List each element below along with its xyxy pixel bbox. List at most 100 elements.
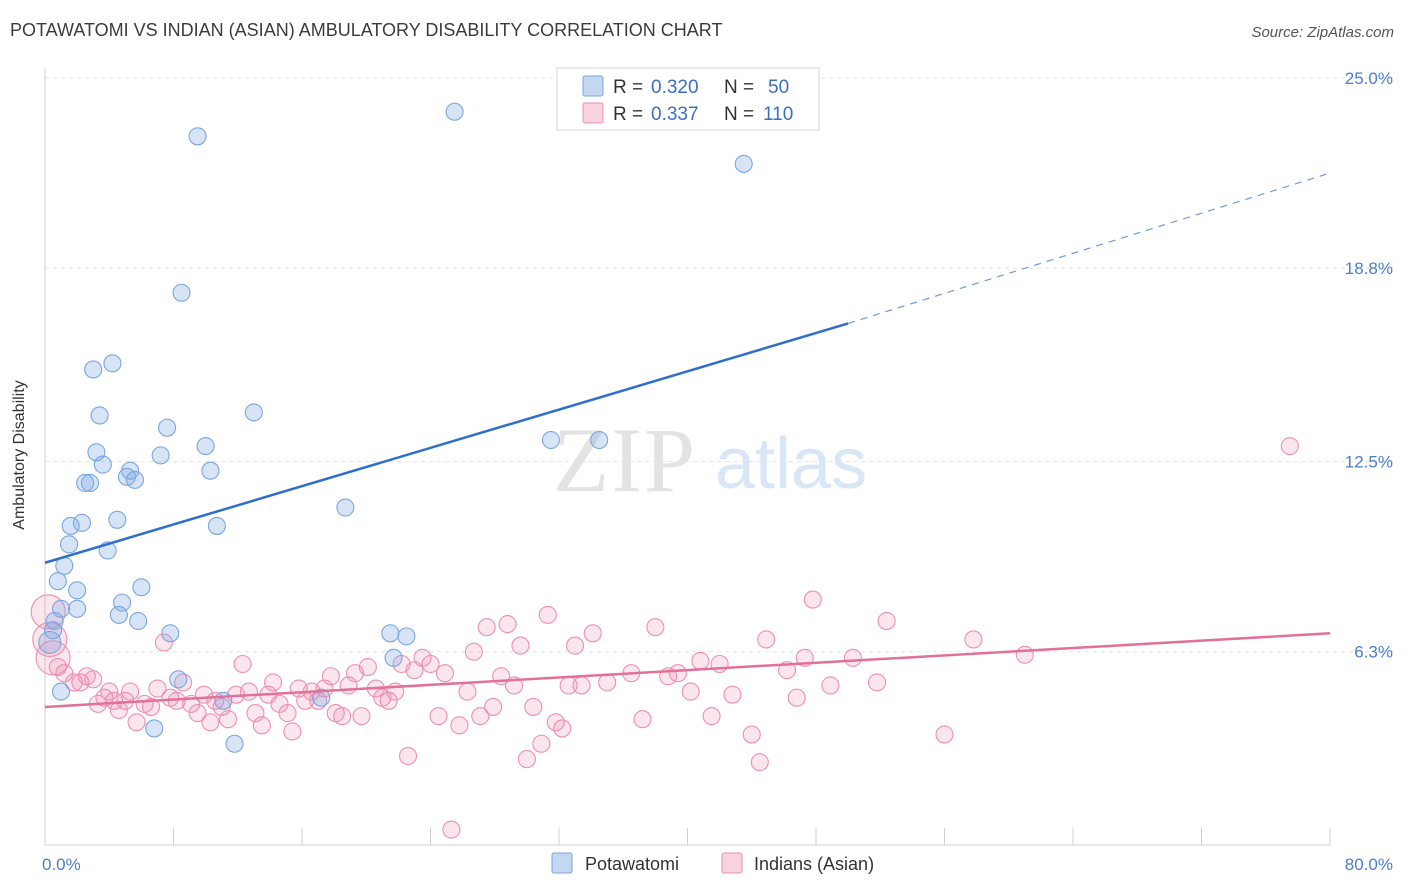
indians-asian-point: [553, 719, 572, 738]
trend-lines: [44, 172, 1331, 709]
legend-swatch-potawatomi: [582, 75, 604, 97]
legend-top: R = 0.320 N = 50 R = 0.337 N = 110: [556, 67, 820, 131]
potawatomi-point: [61, 516, 80, 535]
potawatomi-point: [52, 599, 71, 618]
legend-n-value: 50: [768, 77, 789, 98]
potawatomi-point: [397, 627, 416, 646]
indians-asian-trend-line: [44, 632, 1331, 709]
legend-r-label: R =: [613, 104, 643, 125]
y-tick-label-3: 25.0%: [1345, 69, 1393, 88]
indians-asian-point: [867, 673, 887, 692]
potawatomi-point: [196, 437, 215, 456]
indians-asian-point: [421, 654, 440, 674]
indians-asian-point: [538, 605, 557, 624]
potawatomi-point: [90, 406, 109, 425]
indians-asian-point: [710, 654, 729, 674]
potawatomi-point: [132, 578, 151, 597]
indians-asian-point: [583, 624, 602, 643]
indians-asian-point: [233, 654, 252, 674]
indians-asian-point: [524, 697, 543, 716]
potawatomi-point: [60, 535, 79, 554]
indians-asian-point: [742, 725, 761, 744]
potawatomi-point: [201, 461, 220, 480]
potawatomi-point: [169, 670, 188, 689]
indians-asian-point: [803, 590, 822, 609]
legend-n-label: N =: [724, 104, 754, 125]
potawatomi-point: [72, 513, 91, 532]
indians-asian-point: [757, 630, 776, 649]
indians-asian-point: [84, 670, 103, 689]
potawatomi-point: [145, 719, 164, 738]
indians-asian-point: [283, 722, 302, 741]
indians-asian-point: [464, 642, 483, 661]
indians-asian-point: [517, 750, 536, 769]
indians-asian-point: [154, 633, 173, 652]
indians-asian-point: [750, 753, 769, 772]
indians-asian-point: [398, 746, 418, 766]
indians-asian-point: [429, 707, 448, 726]
indians-asian-point: [668, 664, 687, 683]
potawatomi-point: [84, 360, 103, 379]
potawatomi-point: [384, 648, 403, 667]
x-tick-label-1: 80.0%: [1345, 855, 1393, 874]
indians-asian-point: [935, 725, 954, 744]
indians-asian-point: [201, 713, 220, 732]
indians-asian-point: [239, 682, 259, 701]
indians-asian-point: [458, 682, 477, 701]
potawatomi-point: [38, 630, 62, 655]
indians-asian-point: [1015, 645, 1034, 664]
potawatomi-point: [93, 455, 112, 474]
indians-asian-point: [442, 820, 461, 839]
indians-asian-point: [148, 679, 167, 698]
x-tick-label-0: 0.0%: [42, 855, 81, 874]
indians-asian-point: [278, 704, 297, 723]
indians-asian-point: [498, 615, 517, 634]
potawatomi-point: [590, 430, 609, 450]
potawatomi-point: [214, 691, 233, 710]
indians-asian-point: [566, 636, 585, 655]
legend-swatch-indians-asian: [721, 852, 743, 874]
indians-asian-point: [532, 734, 551, 753]
potawatomi-point: [445, 102, 464, 121]
potawatomi-trend-line: [44, 322, 849, 564]
potawatomi-point: [381, 624, 400, 643]
source-label: Source: ZipAtlas.com: [1251, 24, 1394, 41]
potawatomi-point: [52, 682, 71, 701]
indians-asian-point: [252, 716, 271, 735]
x-tick-labels: 0.0% 80.0%: [42, 855, 1393, 874]
indians-asian-point: [511, 636, 530, 655]
potawatomi-point: [113, 593, 132, 612]
potawatomi-point: [158, 418, 177, 437]
watermark: ZIP atlas: [553, 409, 867, 511]
potawatomi-point: [68, 581, 87, 600]
indians-asian-point: [821, 676, 840, 695]
potawatomi-point: [121, 461, 140, 480]
legend-swatch-potawatomi: [551, 852, 573, 874]
indians-asian-point: [572, 676, 591, 695]
indians-asian-point: [450, 716, 469, 735]
potawatomi-point: [172, 283, 191, 302]
indians-asian-point: [358, 658, 377, 677]
indians-asian-point: [100, 682, 119, 701]
indians-asian-point: [1280, 437, 1299, 456]
potawatomi-trend-extension: [847, 172, 1331, 325]
indians-asian-point: [55, 664, 74, 683]
potawatomi-point: [76, 473, 95, 493]
potawatomi-point: [188, 127, 207, 146]
legend-r-value: 0.337: [651, 104, 699, 125]
indians-asian-point: [333, 707, 352, 726]
indians-asian-point: [702, 707, 721, 726]
indians-asian-point: [843, 648, 862, 667]
indians-asian-point: [598, 673, 617, 692]
indians-asian-point: [379, 691, 398, 710]
indians-asian-point: [321, 667, 340, 686]
indians-asian-point: [352, 707, 371, 726]
indians-asian-point: [141, 697, 161, 716]
indians-asian-point: [264, 673, 283, 692]
indians-asian-point: [188, 704, 207, 723]
potawatomi-point: [207, 516, 226, 535]
chart-title: POTAWATOMI VS INDIAN (ASIAN) AMBULATORY …: [10, 20, 723, 40]
indians-asian-point: [127, 713, 146, 732]
indians-asian-point: [174, 673, 193, 692]
potawatomi-point: [103, 354, 122, 373]
